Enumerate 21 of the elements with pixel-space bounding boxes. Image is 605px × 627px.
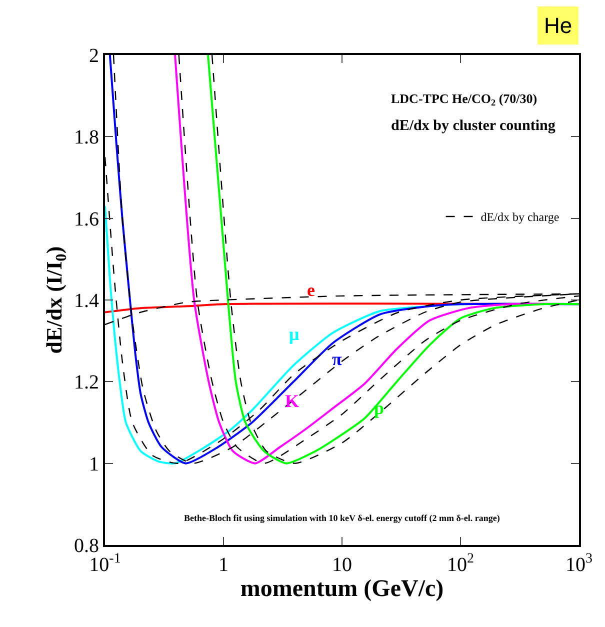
- y-tick-label: 1: [89, 453, 99, 476]
- x-axis-title: momentum (GeV/c): [240, 576, 444, 602]
- y-tick-label: 1.6: [74, 208, 99, 230]
- x-tick-label: 10$^{2}$: [447, 552, 474, 576]
- y-tick-label: 1.2: [74, 372, 99, 394]
- y-tick-label: 1.8: [74, 126, 99, 149]
- series-label: μ: [289, 324, 300, 344]
- series-label: p: [374, 398, 384, 418]
- series-label: e: [307, 280, 315, 300]
- series-label: K: [285, 391, 300, 411]
- series-label: π: [332, 349, 342, 369]
- annotation: LDC-TPC He/CO$_{2}$ (70/30): [391, 91, 538, 108]
- x-tick-label: 10: [332, 554, 352, 576]
- legend-label: dE/dx by charge: [480, 210, 560, 224]
- x-tick-label: 1: [218, 554, 228, 576]
- text: He: [544, 13, 572, 38]
- annotation: Bethe-Bloch fit using simulation with 10 keV δ-el. energy cutoff (2 mm δ-el. range): [184, 513, 500, 523]
- annotation: dE/dx by cluster counting: [391, 118, 556, 134]
- y-tick-label: 2: [89, 45, 99, 67]
- y-tick-label: 1.4: [74, 290, 99, 312]
- x-tick-label: 10$^{3}$: [566, 552, 592, 576]
